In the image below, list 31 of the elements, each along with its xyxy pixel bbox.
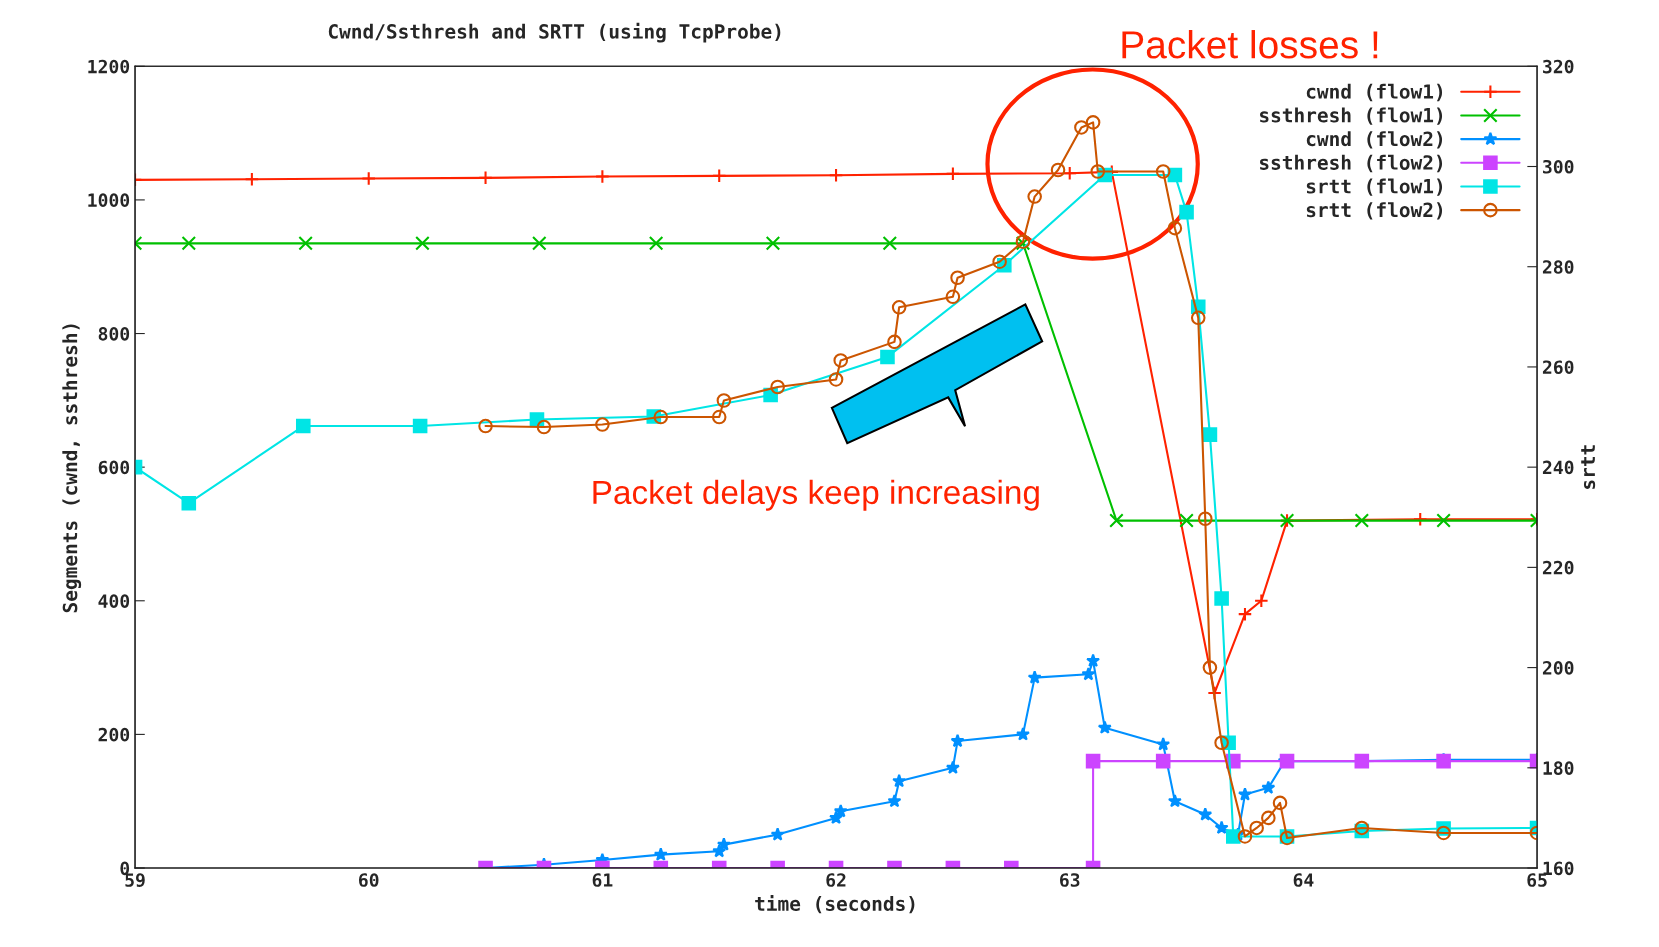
x-tick-label: 62 — [826, 873, 846, 887]
y2-tick-label: 200 — [1542, 661, 1574, 675]
legend-label: ssthresh (flow1) — [1260, 107, 1443, 125]
y-tick-label: 1200 — [88, 59, 130, 74]
annotation: Packet delays keep increasing — [593, 479, 1039, 511]
legend-label: cwnd (flow2) — [1306, 131, 1443, 149]
y2-tick-label: 280 — [1542, 260, 1574, 274]
y2-tick-label: 300 — [1543, 159, 1574, 174]
x-tick-label: 60 — [359, 873, 379, 887]
legend-label: cwnd (flow1) — [1306, 83, 1443, 102]
y-tick-label: 600 — [98, 460, 130, 475]
y2-tick-label: 240 — [1542, 460, 1574, 475]
x-axis-title: time (seconds) — [755, 894, 915, 914]
y2-axis-title: srtt — [1581, 445, 1596, 489]
x-tick-label: 63 — [1060, 873, 1080, 887]
x-tick-label: 64 — [1293, 873, 1314, 887]
x-tick-label: 61 — [592, 873, 613, 887]
y2-tick-label: 220 — [1542, 560, 1574, 575]
text: Packet losses ! — [1122, 30, 1378, 59]
y2-tick-label: 260 — [1542, 360, 1574, 375]
y-tick-label: 400 — [98, 594, 130, 608]
y-tick-label: 200 — [98, 727, 130, 742]
legend-label: srtt (flow1) — [1306, 178, 1443, 196]
legend-label: ssthresh (flow2) — [1260, 154, 1443, 173]
y-tick-label: 800 — [98, 326, 130, 341]
y2-tick-label: 180 — [1543, 761, 1574, 775]
chart-title: Cwnd/Ssthresh and SRTT (using TcpProbe) — [328, 22, 781, 43]
y-axis-title: Segments (cwnd, ssthresh) — [62, 324, 82, 613]
y2-tick-label: 320 — [1543, 59, 1574, 74]
legend-label: srtt (flow2) — [1306, 202, 1443, 220]
y-tick-label: 1000 — [88, 193, 130, 208]
